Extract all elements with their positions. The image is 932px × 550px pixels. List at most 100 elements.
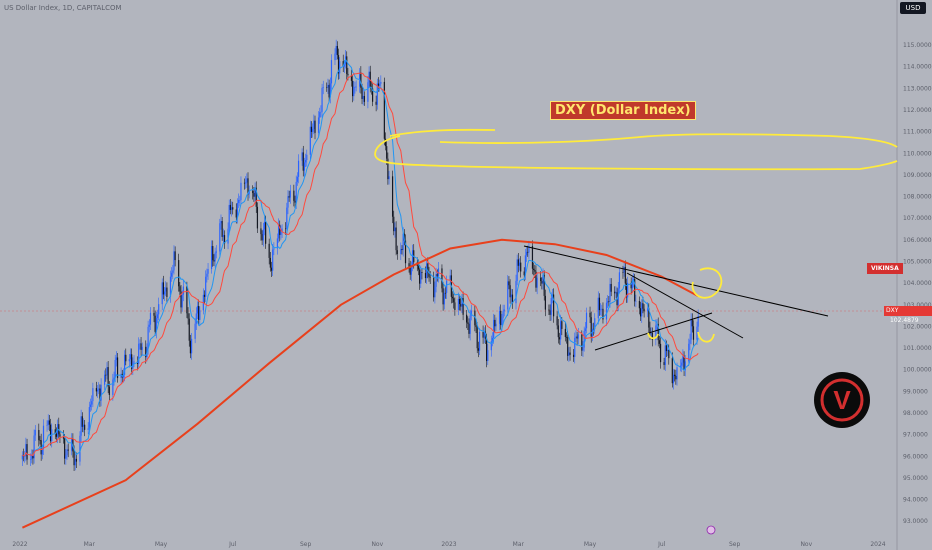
candle-body (421, 272, 423, 273)
candle-body (256, 206, 259, 229)
yellow-smile-left[interactable] (647, 332, 659, 340)
candle-body (297, 160, 300, 177)
candle-body (584, 328, 586, 332)
candle-body (42, 425, 45, 450)
candle-body (71, 438, 73, 451)
candle-body (245, 182, 247, 184)
candle-body (602, 308, 604, 320)
drawings-layer[interactable] (374, 128, 898, 351)
candle-body (88, 407, 90, 429)
candle-body (254, 187, 256, 197)
candle-body (131, 354, 133, 369)
price-tag-value: 102.4879 (890, 317, 919, 324)
candle-body (536, 277, 538, 288)
candle-body (565, 337, 568, 338)
candle-body (26, 444, 28, 460)
candle-body (124, 354, 126, 375)
candle-body (294, 200, 296, 203)
candle-body (279, 224, 281, 235)
candle-body (229, 204, 231, 210)
short-moving-average-line (22, 72, 699, 457)
x-tick-label: 2022 (12, 541, 27, 548)
candle-body (253, 193, 255, 197)
x-tick-label: Mar (84, 541, 96, 548)
candle-body (139, 343, 141, 345)
candle-body (535, 271, 537, 288)
candle-body (336, 45, 338, 56)
candle-body (591, 328, 593, 337)
candle-body (690, 318, 692, 340)
y-tick-label: 93.0000 (903, 518, 928, 525)
y-tick-label: 94.0000 (903, 497, 928, 504)
candle-body (194, 323, 196, 339)
candle-body (627, 282, 629, 298)
candle-body (149, 312, 152, 325)
candle-body (577, 334, 579, 339)
candle-body (622, 272, 624, 273)
candle-body (410, 267, 412, 275)
y-tick-label: 108.0000 (903, 194, 932, 201)
candle-body (420, 272, 422, 284)
candle-body (227, 228, 229, 244)
candle-body (470, 310, 472, 316)
candle-body (114, 360, 116, 378)
candle-body (428, 272, 430, 277)
candle-body (285, 228, 287, 230)
candle-body (222, 235, 224, 237)
candle-body (659, 343, 662, 363)
candle-body (540, 277, 542, 282)
steep-trendline[interactable] (626, 272, 744, 339)
candle-body (75, 458, 78, 462)
candle-body (248, 190, 250, 195)
candle-body (692, 326, 695, 340)
ascending-trendline[interactable] (594, 312, 713, 351)
candle-body (140, 343, 142, 350)
candle-body (608, 301, 610, 302)
candle-body (663, 362, 665, 365)
candle-body (623, 266, 625, 273)
yellow-circle-marker[interactable] (691, 267, 723, 299)
candle-body (583, 331, 585, 348)
yellow-smile-right[interactable] (697, 331, 715, 343)
candle-body (246, 178, 248, 183)
candle-body (691, 318, 693, 327)
candle-body (643, 308, 645, 312)
candle-body (553, 294, 555, 317)
candle-body (317, 117, 320, 133)
candle-body (409, 266, 411, 275)
x-tick-label: Sep (300, 541, 312, 548)
x-tick-label: 2023 (441, 541, 456, 548)
candle-body (89, 404, 92, 408)
candle-body (569, 352, 571, 355)
yellow-resistance-band[interactable] (374, 128, 898, 171)
descending-trendline[interactable] (523, 245, 829, 317)
candle-body (411, 250, 414, 268)
candle-body (515, 280, 517, 304)
candle-body (156, 314, 159, 319)
candle-body (335, 45, 337, 54)
candle-body (404, 240, 407, 264)
candle-body (614, 291, 616, 294)
candle-body (355, 86, 357, 88)
y-tick-label: 102.0000 (903, 323, 932, 330)
candle-body (198, 306, 200, 320)
candle-body (362, 95, 364, 99)
candle-body (235, 209, 237, 218)
candle-body (306, 154, 308, 161)
candle-body (141, 346, 143, 350)
candle-body (276, 238, 278, 249)
x-tick-label: May (155, 541, 168, 548)
candle-body (31, 455, 33, 460)
currency-label[interactable]: USD (900, 2, 926, 14)
candle-body (206, 273, 208, 277)
candle-body (531, 246, 534, 269)
candle-body (567, 337, 569, 356)
candle-body (518, 262, 521, 266)
candle-body (350, 75, 353, 81)
candle-body (212, 246, 214, 261)
candle-body (427, 263, 429, 273)
y-tick-label: 103.0000 (903, 302, 932, 309)
y-tick-label: 100.0000 (903, 367, 932, 374)
candle-body (221, 221, 223, 237)
